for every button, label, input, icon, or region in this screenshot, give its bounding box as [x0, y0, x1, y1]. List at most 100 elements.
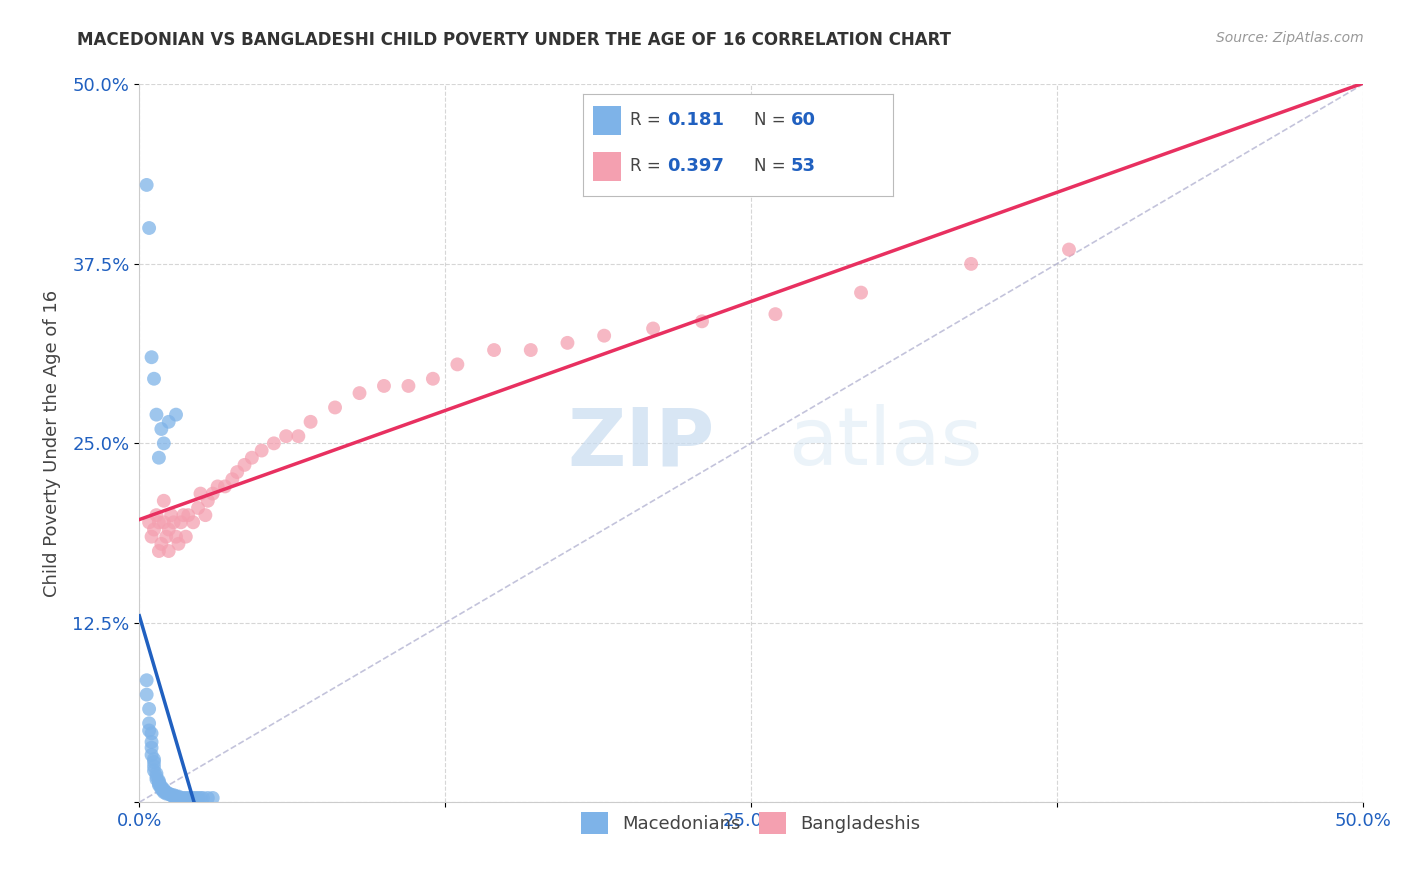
- Text: 0.397: 0.397: [666, 158, 724, 176]
- Point: [181, 516, 204, 530]
- Point: [165, 530, 187, 544]
- Point: [323, 401, 346, 415]
- Bar: [593, 106, 620, 135]
- Point: [960, 257, 983, 271]
- Point: [150, 780, 173, 795]
- Point: [197, 493, 219, 508]
- Text: 53: 53: [790, 158, 815, 176]
- Point: [226, 465, 249, 479]
- Point: [138, 723, 160, 738]
- Point: [849, 285, 872, 300]
- Point: [150, 780, 173, 794]
- Point: [135, 673, 157, 688]
- Point: [152, 493, 174, 508]
- Point: [162, 788, 184, 802]
- Point: [145, 772, 167, 787]
- Point: [519, 343, 541, 357]
- Point: [221, 472, 243, 486]
- Point: [690, 314, 713, 328]
- Point: [170, 516, 193, 530]
- Point: [148, 516, 170, 530]
- Point: [190, 791, 212, 805]
- Point: [145, 408, 167, 422]
- Point: [143, 752, 166, 766]
- Point: [157, 523, 180, 537]
- Text: ZIP: ZIP: [567, 404, 714, 483]
- Point: [422, 372, 444, 386]
- Point: [157, 787, 180, 801]
- Point: [190, 486, 212, 500]
- Y-axis label: Child Poverty Under the Age of 16: Child Poverty Under the Age of 16: [44, 290, 60, 597]
- Text: MACEDONIAN VS BANGLADESHI CHILD POVERTY UNDER THE AGE OF 16 CORRELATION CHART: MACEDONIAN VS BANGLADESHI CHILD POVERTY …: [77, 31, 952, 49]
- Point: [170, 791, 193, 805]
- Point: [162, 516, 184, 530]
- Point: [765, 307, 787, 321]
- Text: R =: R =: [630, 158, 666, 176]
- Text: 60: 60: [790, 112, 815, 129]
- Legend: Macedonians, Bangladeshis: Macedonians, Bangladeshis: [572, 804, 929, 844]
- Point: [187, 791, 209, 805]
- Point: [148, 778, 170, 792]
- Point: [152, 436, 174, 450]
- Point: [152, 784, 174, 798]
- Point: [167, 789, 190, 804]
- Point: [349, 386, 371, 401]
- Point: [141, 530, 163, 544]
- Point: [141, 350, 163, 364]
- Point: [141, 740, 163, 755]
- Text: R =: R =: [630, 112, 666, 129]
- Point: [396, 379, 419, 393]
- Point: [135, 688, 157, 702]
- Point: [152, 516, 174, 530]
- Point: [177, 791, 200, 805]
- Point: [167, 537, 190, 551]
- Point: [207, 479, 229, 493]
- Point: [214, 479, 236, 493]
- Point: [143, 523, 166, 537]
- Point: [1057, 243, 1080, 257]
- Point: [557, 335, 579, 350]
- Point: [240, 450, 263, 465]
- Point: [145, 769, 167, 783]
- Text: 0.181: 0.181: [666, 112, 724, 129]
- Point: [197, 791, 219, 805]
- Point: [180, 791, 202, 805]
- Point: [184, 791, 207, 805]
- Point: [187, 500, 209, 515]
- Point: [155, 530, 177, 544]
- Point: [287, 429, 309, 443]
- Point: [177, 508, 200, 523]
- Point: [145, 766, 167, 780]
- Point: [165, 789, 187, 804]
- Point: [138, 516, 160, 530]
- Point: [160, 788, 183, 802]
- Point: [250, 443, 273, 458]
- Text: Source: ZipAtlas.com: Source: ZipAtlas.com: [1216, 31, 1364, 45]
- Text: atlas: atlas: [787, 404, 981, 483]
- Point: [143, 755, 166, 769]
- Point: [135, 178, 157, 192]
- Point: [157, 787, 180, 801]
- Point: [641, 321, 664, 335]
- Point: [155, 787, 177, 801]
- Point: [482, 343, 505, 357]
- Point: [191, 791, 214, 805]
- Point: [138, 221, 160, 235]
- Point: [148, 544, 170, 558]
- Point: [143, 759, 166, 773]
- Bar: [593, 153, 620, 181]
- Point: [174, 530, 197, 544]
- Point: [152, 785, 174, 799]
- Point: [152, 782, 174, 797]
- Point: [160, 788, 183, 802]
- Point: [141, 735, 163, 749]
- Point: [148, 776, 170, 790]
- Point: [201, 486, 224, 500]
- Point: [181, 791, 204, 805]
- Point: [143, 372, 166, 386]
- Point: [148, 773, 170, 788]
- Point: [143, 764, 166, 778]
- Point: [150, 537, 173, 551]
- Point: [172, 791, 194, 805]
- Point: [141, 747, 163, 762]
